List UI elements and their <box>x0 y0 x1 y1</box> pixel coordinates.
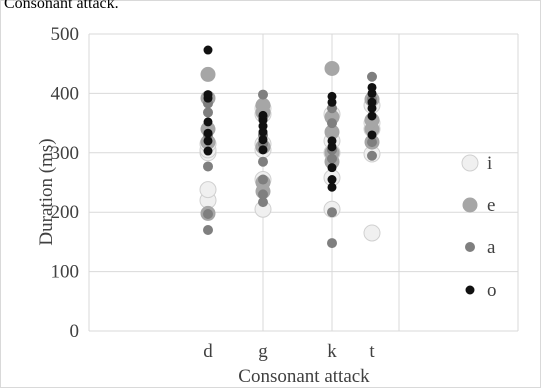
legend-item-e: e <box>462 195 495 216</box>
x-axis-title: Consonant attack <box>238 366 370 387</box>
series-o <box>203 45 377 192</box>
legend-item-o: o <box>465 280 497 301</box>
point-e-k <box>324 60 340 76</box>
point-o-g <box>258 135 268 145</box>
x-tick-label-d: d <box>203 341 213 362</box>
point-o-k <box>327 182 337 192</box>
point-i-d <box>199 181 217 199</box>
point-o-t <box>367 82 377 92</box>
point-o-t <box>367 111 377 121</box>
legend-item-a: a <box>465 237 496 258</box>
legend: iea o <box>461 153 497 301</box>
y-tick-label: 500 <box>51 24 80 45</box>
point-o-d <box>203 146 213 156</box>
legend-label: o <box>487 280 497 301</box>
point-a-g <box>258 174 268 185</box>
legend-marker <box>465 285 475 295</box>
point-o-d <box>203 136 213 146</box>
point-o-d <box>203 90 213 100</box>
point-a-k <box>327 238 337 249</box>
y-tick-label: 200 <box>51 202 80 223</box>
point-o-d <box>203 117 213 127</box>
point-a-g <box>258 156 268 167</box>
point-e-d <box>200 66 216 82</box>
y-tick-labels: 0 100 200 300 400 500 <box>51 24 80 342</box>
point-o-g <box>258 145 268 155</box>
x-tick-label-t: t <box>369 341 375 362</box>
legend-marker <box>462 197 478 213</box>
y-tick-label: 100 <box>51 262 80 283</box>
top-caption: Consonant attack. <box>4 0 119 12</box>
x-tick-label-k: k <box>327 341 337 362</box>
legend-marker <box>461 154 479 172</box>
point-o-k <box>327 175 337 185</box>
y-tick-label: 400 <box>51 83 80 104</box>
y-axis-title: Duration (ms) <box>36 138 57 245</box>
data-points <box>199 45 381 249</box>
point-o-k <box>327 91 337 101</box>
point-a-g <box>258 89 268 100</box>
point-a-k <box>327 207 337 218</box>
y-tick-label: 300 <box>51 143 80 164</box>
point-a-k <box>327 118 337 129</box>
point-i-t <box>363 224 381 242</box>
y-tick-label: 0 <box>70 321 80 342</box>
point-a-g <box>258 189 268 200</box>
legend-label: e <box>487 195 495 216</box>
point-o-d <box>203 45 213 55</box>
legend-marker <box>465 242 475 252</box>
point-o-k <box>327 136 337 146</box>
point-a-t <box>367 150 377 161</box>
point-o-g <box>258 110 268 120</box>
legend-label: i <box>487 153 492 174</box>
point-a-d <box>203 161 213 172</box>
point-a-d <box>203 225 213 236</box>
point-o-t <box>367 130 377 140</box>
point-o-k <box>327 163 337 173</box>
point-a-d <box>203 208 213 219</box>
point-e-g <box>255 97 271 113</box>
x-tick-label-g: g <box>258 341 268 362</box>
point-a-t <box>367 71 377 82</box>
point-o-d <box>203 128 213 138</box>
legend-label: a <box>487 237 496 258</box>
point-o-t <box>367 97 377 107</box>
point-a-d <box>203 107 213 118</box>
legend-item-i: i <box>461 153 492 174</box>
point-a-k <box>327 153 337 164</box>
